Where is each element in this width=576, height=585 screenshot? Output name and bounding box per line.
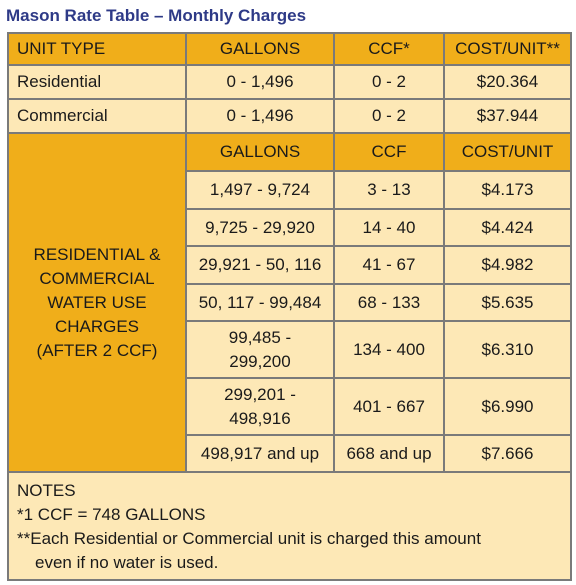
table-row-residential: Residential 0 - 1,496 0 - 2 $20.364 [7,64,572,100]
notes-line: **Each Residential or Commercial unit is… [17,529,481,548]
tier-row: 99,485 - 299,200 134 - 400 $6.310 [8,320,572,379]
sub-header-gallons: GALLONS [185,132,335,172]
tier-ccf-cell: 401 - 667 [333,377,445,436]
usage-label-line: RESIDENTIAL & [33,244,161,264]
header-gallons: GALLONS [185,32,335,66]
usage-label-line: CHARGES [54,316,140,336]
cost-cell: $20.364 [443,64,572,100]
tier-gallons-cell: 498,917 and up [185,434,335,473]
tier-cost-cell: $4.424 [443,208,572,247]
usage-charges-label: RESIDENTIAL & COMMERCIAL WATER USE CHARG… [7,132,187,473]
tier-ccf-cell: 68 - 133 [333,283,445,322]
cost-cell: $37.944 [443,98,572,134]
tier-row: 1,497 - 9,724 3 - 13 $4.173 [8,170,572,210]
tier-row: 299,201 - 498,916 401 - 667 $6.990 [8,377,572,436]
notes-heading: NOTES [17,481,76,500]
tier-cost-cell: $4.982 [443,245,572,285]
unit-type-cell: Commercial [7,98,187,134]
tier-row: 9,725 - 29,920 14 - 40 $4.424 [8,208,572,247]
tier-cost-cell: $6.310 [443,320,572,379]
tier-gallons-cell: 1,497 - 9,724 [185,170,335,210]
tier-gallons-line: 99,485 - [228,327,292,347]
tier-cost-cell: $5.635 [443,283,572,322]
tier-cost-cell: $4.173 [443,170,572,210]
usage-label-line: COMMERCIAL [39,268,155,288]
gallons-cell: 0 - 1,496 [185,98,335,134]
tier-ccf-cell: 134 - 400 [333,320,445,379]
usage-sub-header-row: RESIDENTIAL & COMMERCIAL WATER USE CHARG… [7,132,572,473]
sub-header-cost-unit: COST/UNIT [443,132,572,172]
tier-ccf-cell: 14 - 40 [333,208,445,247]
tier-gallons-line: 299,201 - [224,384,296,404]
tier-ccf-cell: 41 - 67 [333,245,445,285]
tier-gallons-line: 299,200 [229,351,291,371]
usage-label-line: (AFTER 2 CCF) [36,340,158,360]
gallons-cell: 0 - 1,496 [185,64,335,100]
ccf-cell: 0 - 2 [333,98,445,134]
ccf-cell: 0 - 2 [333,64,445,100]
usage-label-line: WATER USE [47,292,147,312]
tier-row: 50, 117 - 99,484 68 - 133 $5.635 [8,283,572,322]
header-ccf: CCF* [333,32,445,66]
notes-line: *1 CCF = 748 GALLONS [17,505,206,524]
table-header-row: UNIT TYPE GALLONS CCF* COST/UNIT** [7,32,572,66]
header-unit-type: UNIT TYPE [7,32,187,66]
tier-ccf-cell: 668 and up [333,434,445,473]
tier-gallons-cell: 99,485 - 299,200 [185,320,335,379]
notes-row: NOTES *1 CCF = 748 GALLONS **Each Reside… [7,471,572,581]
tier-cost-cell: $7.666 [443,434,572,473]
tier-gallons-line: 498,916 [229,408,291,428]
notes-cell: NOTES *1 CCF = 748 GALLONS **Each Reside… [7,471,572,581]
tier-row: 29,921 - 50, 116 41 - 67 $4.982 [8,245,572,285]
tier-cost-cell: $6.990 [443,377,572,436]
tier-ccf-cell: 3 - 13 [333,170,445,210]
sub-header-ccf: CCF [333,132,445,172]
unit-type-cell: Residential [7,64,187,100]
tier-gallons-cell: 9,725 - 29,920 [185,208,335,247]
rate-table: UNIT TYPE GALLONS CCF* COST/UNIT** Resid… [7,32,572,581]
tier-gallons-cell: 29,921 - 50, 116 [185,245,335,285]
tier-gallons-cell: 50, 117 - 99,484 [185,283,335,322]
page-title: Mason Rate Table – Monthly Charges [6,6,307,25]
tier-row: 498,917 and up 668 and up $7.666 [8,434,572,473]
tier-gallons-cell: 299,201 - 498,916 [185,377,335,436]
table-row-commercial: Commercial 0 - 1,496 0 - 2 $37.944 [7,98,572,134]
header-cost-unit: COST/UNIT** [443,32,572,66]
notes-line: even if no water is used. [35,553,219,572]
